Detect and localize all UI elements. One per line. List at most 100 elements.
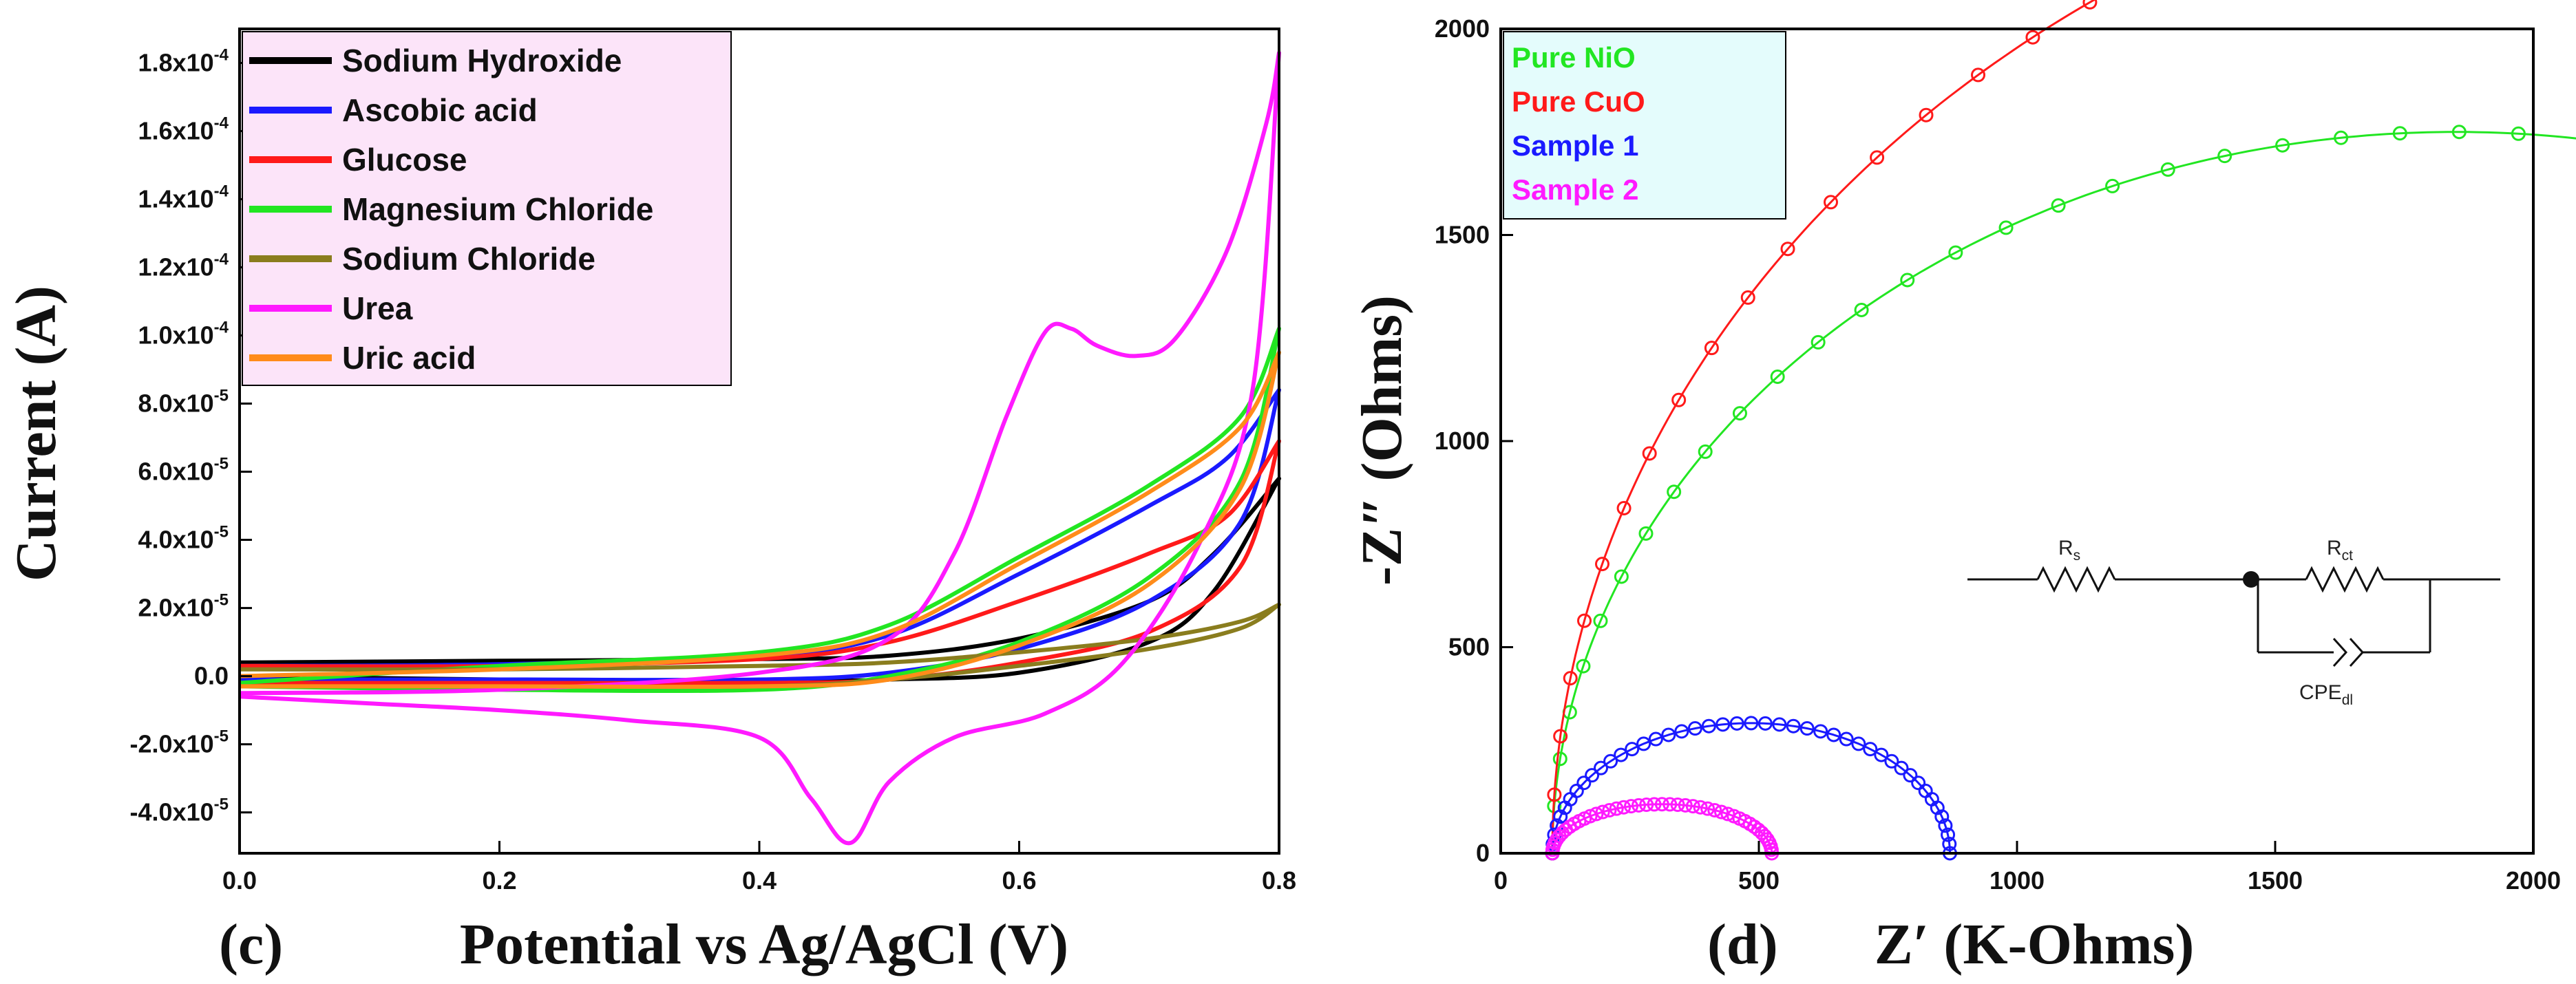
eis-data-point — [1547, 787, 1562, 802]
cv-legend-label: Magnesium Chloride — [342, 191, 653, 227]
eis-data-point — [1903, 768, 1918, 783]
eis-panel: 0 500 1000 1500 2000 0 500 1000 1500 2000 Pure Ni… — [1350, 0, 2576, 976]
eis-y-axis-title: -Z″ (Ohms) — [1350, 295, 1414, 586]
cpe-symbol — [2332, 637, 2348, 667]
eis-x-tick-label: 2000 — [2506, 866, 2561, 895]
cv-panel: 0.0 0.2 0.4 0.6 0.8 -4.0x10-5 -2.0x10-5 0.0 2.0x… — [4, 28, 1296, 976]
eis-data-point — [1874, 747, 1889, 762]
eis-data-point — [1770, 370, 1785, 385]
eis-data-point — [1700, 801, 1715, 816]
eis-data-point — [1911, 776, 1926, 791]
resistor-rct-symbol — [2305, 566, 2385, 593]
cv-legend-label: Urea — [342, 290, 413, 326]
cv-curve-ascobic-acid — [239, 387, 1281, 683]
eis-data-point — [1894, 760, 1909, 776]
eis-data-point — [1732, 406, 1747, 421]
eis-data-point — [1714, 804, 1729, 820]
eis-y-tick-label: 1000 — [1435, 427, 1490, 455]
cv-y-tick-label: 8.0x10-5 — [138, 387, 229, 418]
eis-x-tick-label: 0 — [1494, 866, 1508, 895]
eis-data-point — [1654, 797, 1669, 812]
eis-data-point — [1813, 724, 1828, 739]
eis-data-point — [1720, 806, 1735, 822]
eis-data-point — [1623, 799, 1638, 814]
eis-data-point — [1826, 727, 1841, 742]
eis-data-point — [1614, 747, 1629, 762]
eis-data-point — [1772, 717, 1787, 732]
eis-legend-label: Pure CuO — [1512, 85, 1645, 118]
eis-data-point — [1998, 220, 2014, 235]
cv-curve-glucose — [239, 439, 1281, 685]
eis-data-point — [1594, 760, 1609, 776]
eis-data-point — [1594, 557, 1609, 572]
eis-data-point — [2511, 126, 2526, 141]
eis-data-point — [1941, 827, 1956, 842]
eis-data-point — [1701, 718, 1716, 734]
eis-y-tick-label: 500 — [1448, 633, 1490, 661]
cv-y-tick-label: 1.0x10-4 — [138, 319, 229, 350]
cv-y-tick-label: 1.2x10-4 — [138, 250, 229, 281]
eis-x-axis-title: Z′ (K-Ohms) — [1875, 912, 2195, 976]
cpe-symbol — [2349, 637, 2365, 667]
cv-x-tick-label: 0.6 — [1002, 866, 1036, 895]
eis-data-point — [1603, 753, 1618, 769]
eis-data-point — [1616, 500, 1632, 515]
eis-legend-box — [1503, 31, 1786, 220]
eis-x-tick-label: 1000 — [1989, 866, 2045, 895]
cv-x-tick-label: 0.2 — [482, 866, 516, 895]
eis-data-point — [1602, 802, 1617, 817]
eis-data-point — [1810, 334, 1826, 350]
cv-legend-label: Glucose — [342, 142, 467, 178]
eis-data-point — [1593, 613, 1608, 628]
eis-data-point — [1698, 444, 1713, 459]
cv-y-tick-label: 1.6x10-4 — [138, 114, 229, 145]
cv-y-tick-label: 2.0x10-5 — [138, 591, 229, 622]
eis-data-point — [2160, 162, 2175, 177]
eis-data-point — [1577, 613, 1592, 628]
eis-data-point — [1938, 818, 1953, 833]
eis-data-point — [1900, 272, 1915, 288]
eis-data-point — [1884, 753, 1899, 769]
eis-data-point — [1670, 797, 1685, 812]
rct-label: Rct — [2327, 537, 2353, 564]
eis-data-point — [1942, 837, 1957, 852]
eis-data-point — [1609, 801, 1624, 816]
cv-legend-label: Ascobic acid — [342, 92, 538, 128]
eis-y-tick-label: 0 — [1476, 839, 1490, 867]
eis-data-point — [1576, 776, 1592, 791]
eis-data-point — [1971, 67, 1986, 83]
eis-legend-label: Pure NiO — [1512, 41, 1636, 74]
eis-data-point — [1638, 526, 1654, 541]
eis-data-point — [1729, 716, 1744, 731]
eis-data-point — [1786, 718, 1801, 734]
cv-x-tick-label: 0.8 — [1262, 866, 1296, 895]
eis-data-point — [1854, 303, 1869, 318]
eis-data-point — [1715, 717, 1731, 732]
eis-data-point — [2082, 0, 2098, 10]
cv-y-tick-label: -4.0x10-5 — [130, 795, 229, 826]
eis-data-point — [1667, 484, 1682, 500]
eis-data-point — [1674, 724, 1689, 739]
eis-x-tick-label: 1500 — [2248, 866, 2303, 895]
eis-data-point — [1636, 736, 1651, 751]
eis-data-point — [1647, 797, 1662, 812]
eis-data-point — [1687, 721, 1702, 736]
eis-data-point — [1625, 742, 1640, 757]
rs-label: Rs — [2058, 537, 2080, 564]
eis-data-point — [1839, 731, 1854, 747]
eis-data-point — [1648, 731, 1663, 747]
eis-data-point — [1934, 809, 1950, 824]
eis-data-point — [1757, 716, 1773, 731]
eis-data-point — [1870, 150, 1885, 165]
cv-legend-label: Sodium Chloride — [342, 241, 595, 277]
eis-data-point — [1642, 446, 1657, 461]
eis-legend: Pure NiO Pure CuO Sample 1 Sample 2 — [1503, 31, 1786, 220]
eis-data-point — [1616, 800, 1632, 815]
eis-data-point — [1919, 107, 1934, 122]
eis-data-point — [1744, 716, 1759, 731]
eis-y-tick-label: 2000 — [1435, 14, 1490, 43]
cv-legend-label: Uric acid — [342, 340, 476, 376]
eis-data-point — [1563, 671, 1578, 686]
resistor-rs-symbol — [2036, 566, 2116, 593]
eis-fit-line — [1551, 0, 2096, 854]
